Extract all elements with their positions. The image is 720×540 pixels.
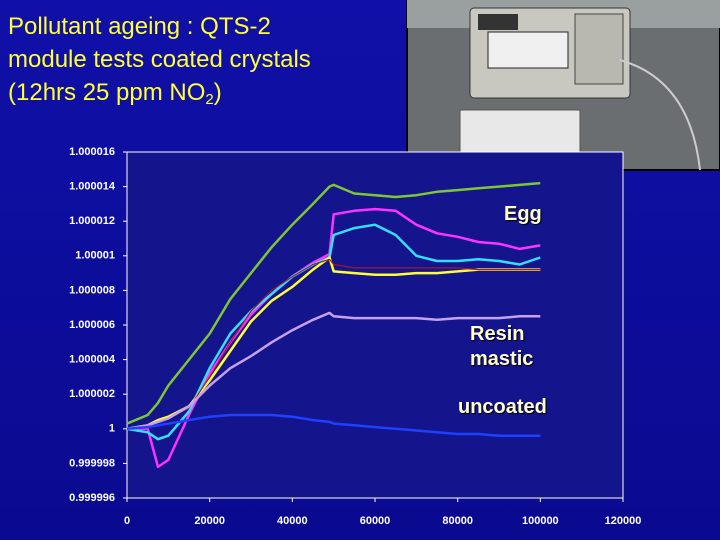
title-text: (12hrs 25 ppm NO [8,79,206,106]
series-line [126,181,541,425]
x-tick-label: 120000 [605,515,642,527]
annotation: Egg [504,203,542,225]
x-tick-label: 100000 [522,515,559,527]
y-tick-label: 1.000006 [69,319,115,331]
y-tick-label: 0.999996 [69,492,115,504]
title-subscript: 2 [205,91,214,108]
x-tick-label: 20000 [194,515,225,527]
y-tick-label: 0.999998 [69,457,115,469]
title-line: (12hrs 25 ppm NO2) [8,76,311,116]
y-tick-label: 1 [109,423,115,435]
x-tick-label: 80000 [442,515,473,527]
x-tick-label: 0 [124,515,130,527]
title-line: module tests coated crystals [8,46,311,73]
x-tick-label: 40000 [277,515,308,527]
y-tick-label: 1.000016 [69,146,115,158]
x-tick-label: 60000 [360,515,391,527]
y-tick-label: 1.000004 [69,354,116,366]
title-line: Pollutant ageing : QTS-2 [8,13,271,40]
annotation: Resin mastic [470,323,534,370]
y-tick-label: 1.000014 [69,181,116,193]
title: Pollutant ageing : QTS-2 module tests coa… [8,10,311,116]
title-text: ) [213,79,222,106]
photo [406,0,720,171]
y-tick-label: 1.000002 [69,388,115,400]
series-line [126,311,541,431]
annotation: uncoated [458,396,547,418]
y-tick-label: 1.00001 [75,250,115,262]
y-tick-label: 1.000008 [69,284,115,296]
y-tick-label: 1.000012 [69,215,115,227]
series-line [126,413,541,437]
